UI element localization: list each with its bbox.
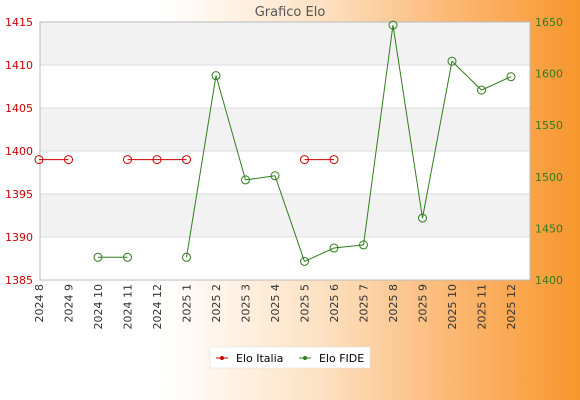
- legend-marker-elo-fide: [303, 356, 307, 360]
- data-point: [329, 155, 339, 165]
- x-tick-label: 2025 5: [299, 284, 312, 323]
- data-point: [152, 155, 162, 165]
- grid-bands: [40, 22, 530, 237]
- series-segment: [422, 61, 453, 219]
- series-segment: [451, 60, 482, 91]
- data-point: [93, 252, 103, 262]
- right-tick-label: 1650: [535, 16, 563, 29]
- grid-band: [40, 194, 530, 237]
- data-point: [64, 155, 73, 165]
- x-tick-label: 2024 9: [63, 284, 76, 323]
- data-point: [329, 243, 339, 253]
- left-tick-label: 1405: [5, 102, 33, 115]
- left-tick-label: 1415: [5, 16, 33, 29]
- data-point: [447, 56, 457, 66]
- left-tick-label: 1390: [5, 231, 33, 244]
- left-tick-label: 1385: [5, 274, 33, 287]
- x-tick-label: 2025 12: [505, 284, 518, 330]
- series-segment: [245, 175, 276, 181]
- data-point: [300, 155, 309, 165]
- legend-label-elo-fide: Elo FIDE: [319, 352, 364, 365]
- left-tick-label: 1400: [5, 145, 33, 158]
- series-segment: [333, 244, 364, 249]
- plot-border: [39, 21, 531, 281]
- series-segment: [392, 25, 423, 219]
- x-tick-label: 2025 2: [210, 284, 223, 323]
- x-tick-label: 2025 7: [358, 284, 371, 323]
- x-tick-label: 2025 1: [181, 284, 194, 323]
- x-tick-label: 2024 11: [122, 284, 135, 330]
- x-tick-label: 2025 9: [417, 284, 430, 323]
- x-tick-label: 2025 11: [476, 284, 489, 330]
- grid-band: [40, 22, 530, 65]
- legend: Elo Italia Elo FIDE: [209, 346, 371, 369]
- data-point: [241, 175, 250, 185]
- data-point: [123, 155, 132, 165]
- series-elo-fide: [93, 20, 516, 266]
- right-tick-label: 1500: [535, 171, 563, 184]
- x-tick-label: 2025 4: [269, 284, 282, 323]
- series-segment: [274, 175, 305, 262]
- right-tick-label: 1600: [535, 68, 563, 81]
- data-point: [359, 240, 368, 250]
- data-point: [123, 252, 132, 262]
- data-point: [270, 171, 280, 181]
- grid-band: [40, 108, 530, 151]
- chart-title: Grafico Elo: [255, 5, 326, 20]
- x-tick-label: 2024 8: [33, 284, 46, 323]
- series-segment: [304, 247, 335, 262]
- x-tick-label: 2025 3: [240, 284, 253, 323]
- left-axis-ticks: 1385 1390 1395 1400 1405 1410 1415: [5, 16, 33, 287]
- right-axis-ticks: 1400 1450 1500 1550 1600 1650: [535, 16, 563, 287]
- data-point: [34, 155, 44, 165]
- x-tick-label: 2025 6: [328, 284, 341, 323]
- data-point: [388, 20, 398, 30]
- data-point: [211, 71, 221, 81]
- data-point: [477, 85, 486, 95]
- series-segment: [215, 75, 246, 181]
- data-point: [506, 72, 516, 82]
- series-segment: [186, 75, 217, 258]
- x-tick-label: 2025 8: [387, 284, 400, 323]
- data-point: [182, 155, 191, 165]
- right-tick-label: 1400: [535, 274, 563, 287]
- legend-marker-elo-italia: [220, 356, 224, 360]
- x-tick-label: 2025 10: [446, 284, 459, 330]
- series-layer: [34, 20, 516, 266]
- legend-label-elo-italia: Elo Italia: [236, 352, 283, 365]
- series-segment: [481, 76, 512, 91]
- right-tick-label: 1550: [535, 119, 563, 132]
- x-tick-label: 2024 12: [151, 284, 164, 330]
- series-elo-italia: [34, 155, 339, 165]
- data-point: [418, 213, 427, 223]
- series-segment: [363, 25, 394, 245]
- legend-box: [209, 346, 371, 369]
- x-tick-label: 2024 10: [92, 284, 105, 330]
- data-point: [300, 256, 309, 266]
- left-tick-label: 1395: [5, 188, 33, 201]
- data-point: [182, 252, 191, 262]
- right-tick-label: 1450: [535, 222, 563, 235]
- left-tick-label: 1410: [5, 59, 33, 72]
